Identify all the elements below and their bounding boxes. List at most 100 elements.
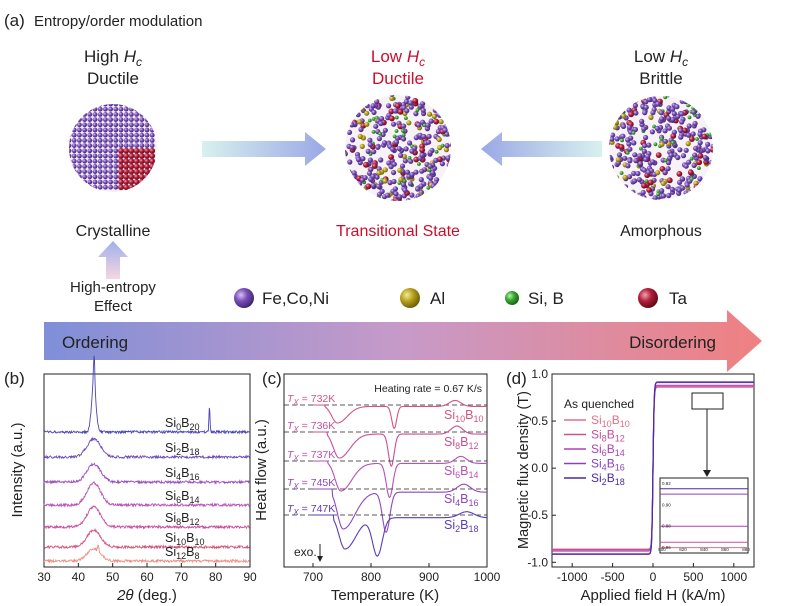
atom [427,150,433,156]
atom [633,158,639,164]
atom [358,126,364,133]
atom [118,147,124,154]
mag-legend-label: Si2B18 [591,471,625,487]
effect-line1: High-entropy [70,279,156,296]
atom [386,160,392,166]
atom [355,112,361,118]
atom [401,133,406,137]
mag-x-tick: 500 [683,570,703,584]
atom [77,132,82,138]
xrd-x-tick: 40 [72,570,86,584]
inset-y-tick: 0.88 [662,524,671,529]
atom [683,147,689,153]
atom [71,164,77,169]
atom [367,157,373,163]
atom [92,148,98,154]
atom [691,162,697,168]
xrd-series-label: Si2B18 [165,441,200,457]
legend-label-fe-co-ni: Fe,Co,Ni [262,289,329,308]
atom [394,115,399,120]
atom [689,136,695,143]
atom [370,103,376,109]
atom [128,173,135,180]
atom [670,106,676,112]
atom [628,111,634,118]
atom [398,152,404,158]
atom [675,154,681,161]
atom [113,127,119,133]
atom [641,182,647,189]
legend-ball-si-b [505,291,519,305]
atom [391,169,397,176]
atom [149,147,156,154]
atom [128,179,135,185]
atom [632,178,638,184]
atom [108,179,113,185]
mag-x-tick: -500 [601,570,625,584]
atom [679,119,685,125]
xrd-series-label: Si10B10 [165,531,205,547]
atom [123,173,130,180]
xrd-curve [43,480,250,508]
atom [435,128,441,135]
atom [653,142,658,147]
atom [666,177,673,184]
atom [71,132,77,138]
atom [97,143,103,149]
atom [418,183,424,189]
atom [108,104,113,107]
atom [129,117,134,122]
legend-label-si-b: Si, B [528,289,564,308]
exo-arrowhead-icon [317,556,323,562]
legend-ball-al [400,288,420,308]
atom [416,122,422,128]
atom [69,148,72,154]
atom [378,131,382,136]
atom [123,168,130,175]
atom [697,152,704,159]
atom [69,138,72,143]
atom [113,174,119,180]
transitional-structure [345,95,451,201]
dsc-series-label: Si8B12 [444,435,479,451]
atom [636,177,643,183]
atom [389,95,395,101]
atom [392,186,398,192]
atom [359,177,365,183]
atom [69,158,72,164]
mag-x-tick: 0 [650,570,657,584]
atom [128,147,135,154]
state-transitional-hc: Low Hc [371,47,425,69]
atom [346,129,353,135]
atom [357,133,363,139]
atom [87,112,93,117]
atom [437,112,443,118]
atom [686,123,692,129]
atom [415,108,420,112]
atom [103,132,108,138]
atom [374,98,380,105]
atom [92,112,98,117]
atom [687,169,694,176]
atom [659,141,665,147]
atom [103,169,108,175]
inset-x-tick: 820 [679,547,687,552]
atom [686,159,692,165]
xrd-x-tick: 50 [106,570,120,584]
dsc-x-tick: 1000 [474,570,501,584]
atom [678,134,684,140]
legend-label-al: Al [430,289,445,308]
atom [123,153,130,159]
atom [128,184,135,191]
atom [139,127,145,133]
atom [394,129,399,133]
atom [118,158,124,165]
atom [620,113,627,119]
atom [350,137,356,143]
atom [379,188,385,194]
atom [392,108,398,114]
atom [646,187,652,193]
atom [123,122,129,128]
atom [616,114,622,120]
atom [637,153,643,159]
